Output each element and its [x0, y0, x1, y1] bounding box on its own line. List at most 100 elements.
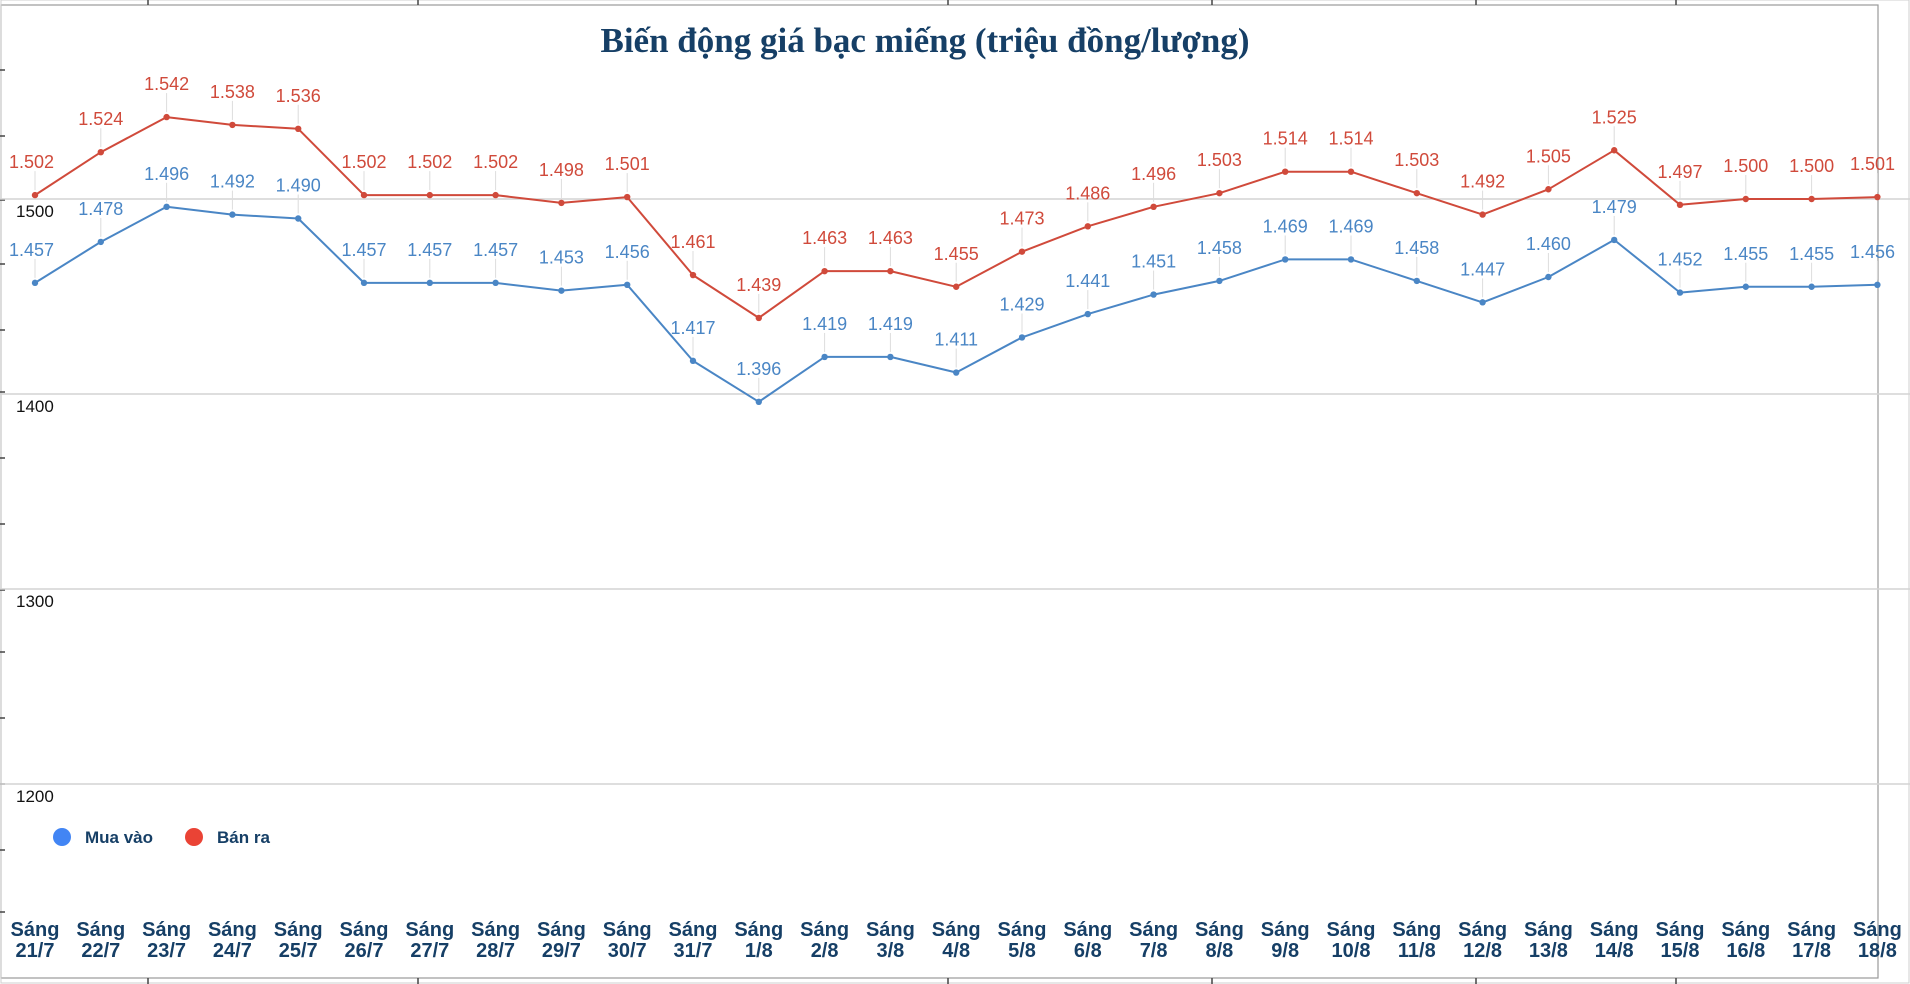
x-tick-label: Sáng 22/7 — [76, 919, 125, 962]
data-point — [163, 113, 170, 121]
data-label: 1.538 — [210, 82, 255, 102]
data-point — [1018, 334, 1026, 341]
x-tick-label: Sáng 26/7 — [340, 919, 389, 962]
data-point — [689, 271, 697, 279]
data-label: 1.525 — [1592, 107, 1637, 127]
x-tick-label: Sáng 29/7 — [537, 919, 586, 962]
data-label: 1.453 — [539, 248, 584, 268]
data-label: 1.456 — [605, 242, 650, 262]
data-point — [1347, 256, 1355, 263]
data-point — [558, 287, 565, 294]
data-label: 1.502 — [473, 152, 518, 172]
data-label: 1.457 — [9, 240, 54, 260]
data-point — [1347, 168, 1355, 175]
x-tick-label: Sáng 14/8 — [1590, 919, 1639, 962]
y-axis-ticks: 1200 1300 1400 1500 — [16, 202, 54, 806]
data-label: 1.455 — [1723, 244, 1768, 264]
x-tick-label: Sáng 1/8 — [734, 919, 783, 962]
data-label: 1.505 — [1526, 146, 1571, 166]
data-label: 1.496 — [1131, 164, 1176, 184]
data-label: 1.456 — [1850, 242, 1895, 262]
data-point — [953, 283, 960, 290]
data-label: 1.479 — [1592, 197, 1637, 217]
data-label: 1.514 — [1328, 129, 1373, 149]
x-tick-label: Sáng 5/8 — [998, 919, 1047, 962]
data-label: 1.492 — [1460, 172, 1505, 192]
x-axis-ticks: Sáng 21/7 Sáng 22/7 Sáng 23/7 Sáng 24/7 Sáng 25/7… — [11, 919, 1902, 962]
data-label: 1.498 — [539, 160, 584, 180]
data-label: 1.469 — [1328, 216, 1373, 236]
x-tick-label: Sáng 18/8 — [1853, 919, 1902, 962]
data-point — [1084, 310, 1092, 318]
data-label: 1.486 — [1065, 183, 1110, 203]
data-label: 1.396 — [736, 359, 781, 379]
x-tick-label: Sáng 12/8 — [1458, 919, 1507, 962]
data-label: 1.419 — [802, 314, 847, 334]
data-point — [1413, 277, 1421, 285]
data-point — [1545, 186, 1552, 193]
data-label: 1.542 — [144, 74, 189, 94]
data-label: 1.500 — [1723, 156, 1768, 176]
data-label: 1.457 — [407, 240, 452, 260]
legend-label: Mua vào — [85, 828, 153, 847]
data-label: 1.458 — [1394, 238, 1439, 258]
data-point — [755, 398, 762, 405]
data-label: 1.452 — [1657, 250, 1702, 270]
data-point — [1282, 256, 1289, 263]
data-label: 1.460 — [1526, 234, 1571, 254]
data-label: 1.502 — [9, 152, 54, 172]
y-tick-label: 1500 — [16, 202, 54, 221]
data-label: 1.457 — [341, 240, 386, 260]
data-label: 1.411 — [934, 330, 978, 350]
data-label: 1.455 — [1789, 244, 1834, 264]
data-label: 1.490 — [276, 176, 321, 196]
data-label: 1.514 — [1263, 129, 1308, 149]
chart-title: Biến động giá bạc miếng (triệu đồng/lượn… — [600, 21, 1249, 60]
data-point — [97, 149, 105, 156]
data-label: 1.455 — [934, 244, 979, 264]
data-label: 1.502 — [341, 152, 386, 172]
gridlines — [0, 198, 1910, 785]
data-point — [1676, 289, 1684, 296]
data-label: 1.469 — [1263, 216, 1308, 236]
x-tick-label: Sáng 6/8 — [1063, 919, 1112, 962]
plot-border — [0, 4, 1879, 979]
data-point — [887, 353, 894, 361]
legend-label: Bán ra — [217, 828, 270, 847]
data-point — [426, 191, 433, 199]
data-label: 1.419 — [868, 314, 913, 334]
x-tick-label: Sáng 2/8 — [800, 919, 849, 962]
x-tick-label: Sáng 11/8 — [1392, 919, 1441, 962]
data-point — [1018, 248, 1026, 255]
data-point — [1808, 195, 1815, 203]
data-point — [1216, 189, 1223, 197]
data-label: 1.457 — [473, 240, 518, 260]
data-label: 1.496 — [144, 164, 189, 184]
data-label: 1.501 — [605, 154, 650, 174]
data-label: 1.478 — [78, 199, 123, 219]
x-tick-label: Sáng 27/7 — [405, 919, 454, 962]
data-point — [1676, 201, 1684, 209]
data-point — [1742, 195, 1750, 203]
data-point — [624, 281, 631, 288]
data-label: 1.500 — [1789, 156, 1834, 176]
x-tick-label: Sáng 17/8 — [1787, 919, 1836, 962]
data-label: 1.417 — [670, 318, 715, 338]
x-tick-label: Sáng 25/7 — [274, 919, 323, 962]
y-tick-label: 1300 — [16, 592, 54, 611]
data-point — [755, 314, 762, 322]
x-tick-label: Sáng 7/8 — [1129, 919, 1178, 962]
data-point — [1413, 189, 1421, 197]
data-point — [426, 279, 433, 287]
data-point — [1611, 147, 1618, 154]
x-tick-label: Sáng 8/8 — [1195, 919, 1244, 962]
data-point — [821, 267, 828, 275]
x-tick-label: Sáng 24/7 — [208, 919, 257, 962]
x-tick-label: Sáng 30/7 — [603, 919, 652, 962]
x-tick-label: Sáng 13/8 — [1524, 919, 1573, 962]
y-tick-label: 1400 — [16, 397, 54, 416]
